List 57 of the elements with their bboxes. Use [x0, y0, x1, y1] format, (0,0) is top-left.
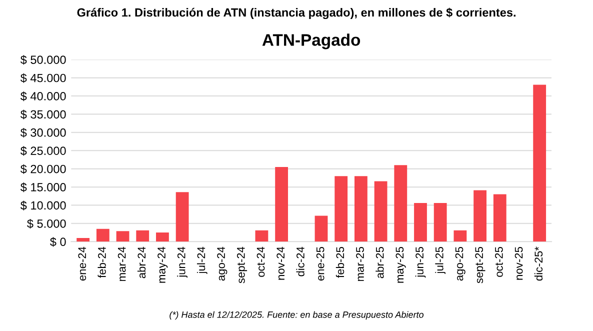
bar	[394, 165, 408, 242]
x-tick-label: dic-25*	[534, 246, 543, 281]
x-tick-label: feb-25	[336, 246, 344, 278]
bar	[136, 230, 150, 242]
x-tick-label: feb-24	[98, 246, 106, 278]
x-tick-label: jun-25	[415, 246, 426, 278]
y-tick-label: $ 25.000	[20, 146, 66, 156]
bar	[474, 190, 486, 242]
x-tick-label: sept-24	[236, 246, 248, 284]
x-tick-label: ene-24	[78, 246, 86, 281]
bar	[334, 176, 348, 242]
bar	[116, 231, 130, 242]
x-tick-label: oct-24	[256, 246, 265, 277]
y-tick-label: $ 10.000	[20, 200, 66, 210]
y-tick-label: $ 20.000	[20, 164, 66, 174]
x-tick-label: ago-24	[217, 246, 228, 281]
bar	[275, 166, 288, 242]
bar	[96, 228, 110, 242]
y-tick-label: $ 50.000	[20, 55, 66, 65]
bar	[374, 181, 388, 242]
x-tick-label: mar-25	[356, 246, 364, 281]
bar	[434, 203, 447, 242]
x-tick-label: nov-25	[514, 246, 523, 280]
y-tick-label: $ 45.000	[20, 73, 66, 83]
text: (*) Hasta el 12/12/2025. Fuente: en base a Presupuesto Abierto	[170, 311, 424, 320]
x-tick-label: may-25	[396, 246, 406, 283]
bar	[176, 192, 189, 242]
bar	[533, 84, 546, 242]
x-tick-label: jul-24	[196, 246, 208, 274]
x-tick-label: abr-24	[137, 246, 146, 278]
y-tick-label: $ 5.000	[27, 218, 66, 229]
x-tick-label: dic-24	[296, 246, 304, 276]
x-tick-label: oct-25	[495, 246, 503, 277]
chart-subtitle: Gráfico 1. Distribución de ATN (instancia pagado), en millones de $ corrientes.	[77, 8, 516, 20]
bar	[255, 230, 268, 242]
x-tick-label: nov-24	[276, 246, 285, 280]
x-tick-label: sept-25	[475, 246, 486, 284]
y-tick-label: $ 35.000	[20, 110, 66, 120]
x-tick-label: jul-25	[435, 246, 446, 274]
bar	[493, 194, 506, 242]
y-tick-label: $ 15.000	[20, 182, 66, 192]
x-tick-label: abr-25	[376, 246, 384, 278]
y-tick-label: $ 0	[50, 237, 66, 247]
x-tick-label: mar-24	[118, 246, 126, 281]
bar	[156, 232, 169, 242]
x-tick-label: ene-25	[316, 246, 324, 281]
bar	[354, 176, 368, 242]
x-tick-label: may-24	[158, 246, 168, 283]
bar	[414, 203, 427, 242]
y-tick-label: $ 30.000	[20, 128, 66, 138]
x-tick-label: jun-24	[177, 246, 188, 278]
x-tick-label: ago-25	[455, 246, 466, 281]
bar	[454, 230, 467, 242]
chart-title: ATN-Pagado	[262, 34, 360, 50]
y-tick-label: $ 40.000	[20, 92, 66, 102]
bar	[76, 238, 90, 242]
bar	[314, 216, 328, 242]
